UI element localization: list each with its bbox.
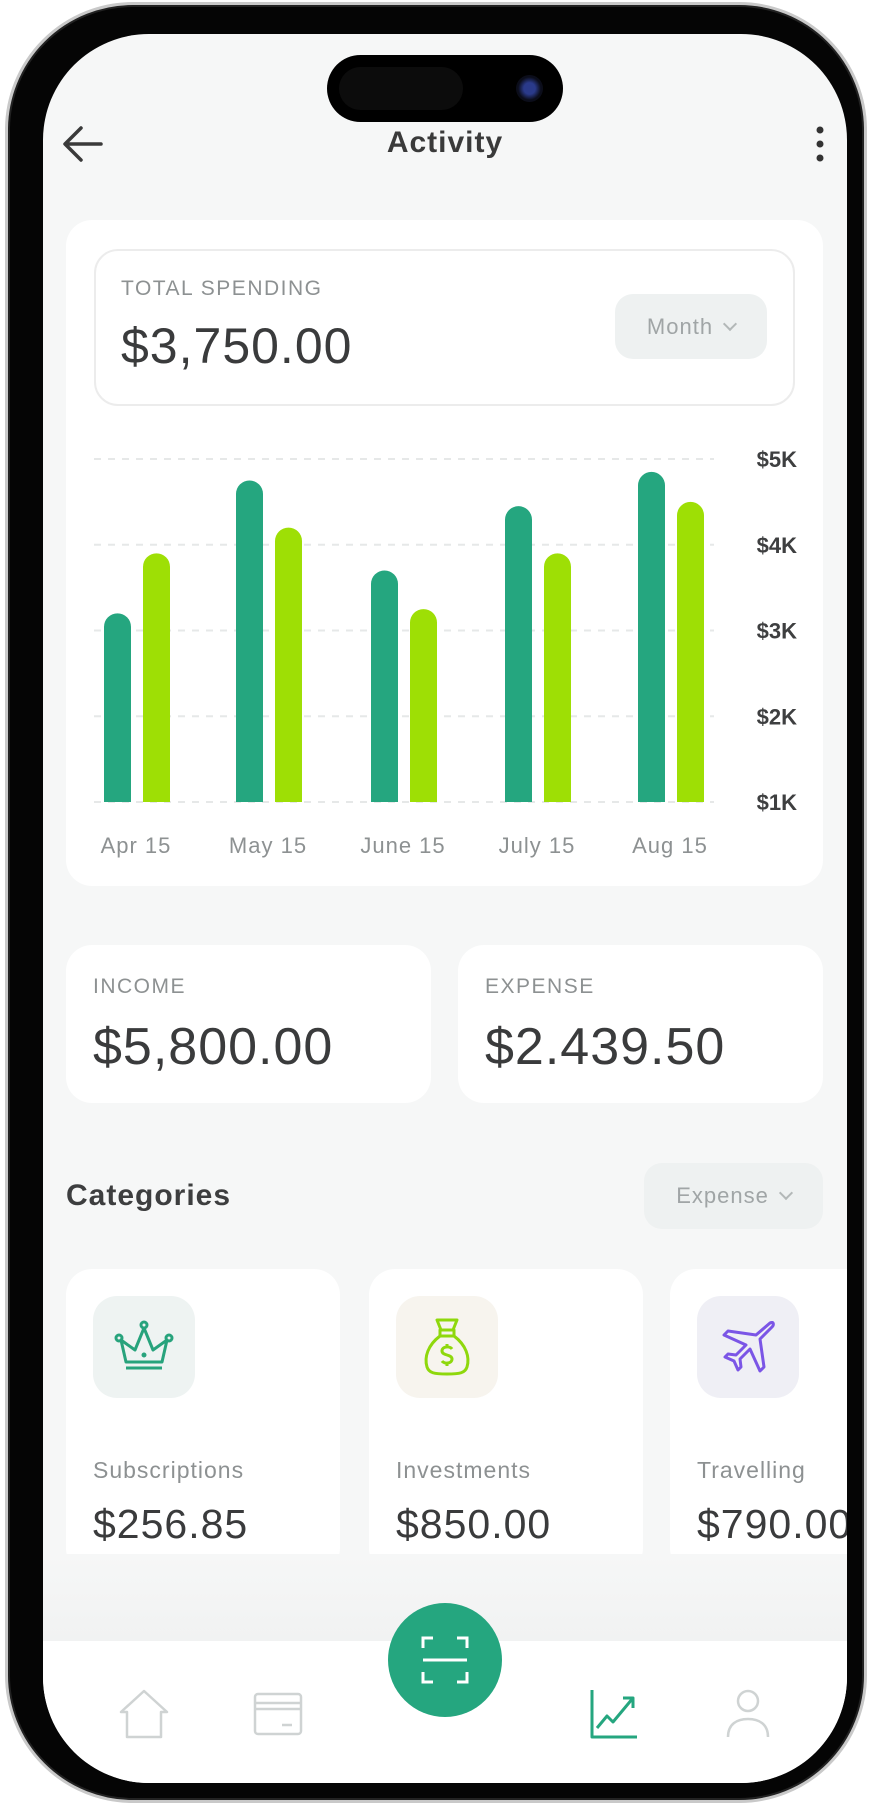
categories-title: Categories [66, 1179, 232, 1212]
total-spending-label: TOTAL SPENDING [121, 277, 323, 300]
scan-button[interactable] [388, 1603, 502, 1717]
x-tick-label: June 15 [360, 833, 445, 858]
category-card-investments[interactable]: Investments $850.00 [369, 1269, 643, 1574]
y-tick-label: $2K [757, 704, 797, 729]
y-tick-label: $1K [757, 790, 797, 815]
camera-icon [516, 75, 543, 102]
chart-icon[interactable] [589, 1688, 641, 1740]
category-label: Subscriptions [93, 1457, 245, 1483]
category-filter-value: Expense [676, 1183, 769, 1208]
income-card: INCOME $5,800.00 [66, 945, 431, 1103]
expense-card: EXPENSE $2.439.50 [458, 945, 823, 1103]
x-tick-label: July 15 [499, 833, 576, 858]
money-bag-icon [396, 1296, 498, 1398]
category-card-subscriptions[interactable]: Subscriptions $256.85 [66, 1269, 340, 1574]
page-title: Activity [386, 126, 504, 159]
bar-light-3 [544, 553, 571, 802]
period-dropdown[interactable]: Month [615, 294, 767, 359]
card-icon[interactable] [252, 1688, 304, 1740]
airplane-icon [697, 1296, 799, 1398]
x-tick-label: May 15 [229, 833, 307, 858]
income-label: INCOME [93, 975, 186, 998]
category-amount: $256.85 [93, 1501, 249, 1547]
y-tick-label: $5K [757, 447, 797, 472]
income-amount: $5,800.00 [93, 1018, 334, 1076]
bar-dark-0 [104, 613, 131, 802]
arrow-left-icon[interactable] [61, 122, 105, 166]
total-spending-amount: $3,750.00 [121, 318, 353, 374]
x-tick-label: Apr 15 [101, 833, 172, 858]
category-filter-dropdown[interactable]: Expense [644, 1163, 823, 1229]
screen: Activity TOTAL SPENDING $3,750.00 Month … [43, 34, 847, 1783]
bar-light-2 [410, 609, 437, 802]
spending-card: TOTAL SPENDING $3,750.00 Month $5K $4K $3K… [66, 220, 823, 886]
total-spending-box: TOTAL SPENDING $3,750.00 Month [94, 249, 795, 406]
category-label: Investments [396, 1457, 531, 1483]
category-amount: $790.00 [697, 1501, 847, 1547]
category-card-travelling[interactable]: Travelling $790.00 [670, 1269, 847, 1574]
bar-dark-3 [505, 506, 532, 802]
bar-dark-2 [371, 570, 398, 802]
profile-icon[interactable] [722, 1688, 774, 1740]
bar-dark-1 [236, 480, 263, 802]
period-value: Month [646, 313, 714, 339]
chevron-down-icon [778, 1185, 793, 1201]
category-label: Travelling [697, 1457, 806, 1483]
expense-label: EXPENSE [485, 975, 595, 998]
bar-dark-4 [638, 471, 665, 802]
bar-light-0 [143, 553, 170, 802]
y-tick-label: $3K [757, 619, 797, 644]
x-tick-label: Aug 15 [632, 833, 708, 858]
spending-chart: $5K $4K $3K $2K $1K Apr 15 May 15 June 15 July 1… [94, 447, 797, 858]
dynamic-island [327, 55, 563, 122]
expense-amount: $2.439.50 [485, 1018, 726, 1076]
phone-frame: Activity TOTAL SPENDING $3,750.00 Month … [5, 2, 867, 1803]
bar-light-1 [275, 527, 302, 802]
more-vertical-icon[interactable] [807, 122, 833, 166]
category-amount: $850.00 [396, 1501, 552, 1547]
crown-icon [93, 1296, 195, 1398]
bar-light-4 [677, 501, 704, 802]
scan-icon [421, 1636, 469, 1684]
y-tick-label: $4K [757, 533, 797, 558]
home-icon[interactable] [118, 1688, 170, 1740]
